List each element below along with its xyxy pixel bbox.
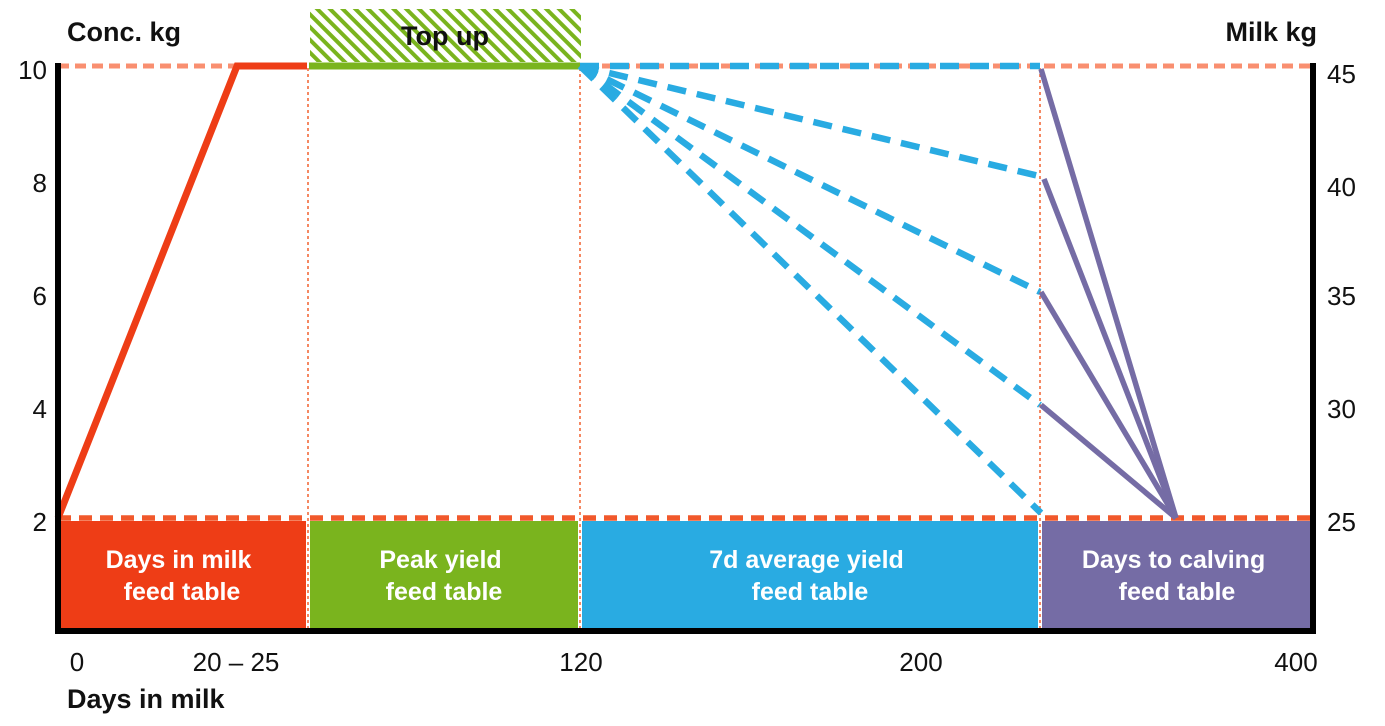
- right-tick-25: 25: [1327, 507, 1356, 537]
- band-days-in-milk: [58, 521, 306, 628]
- right-tick-45: 45: [1327, 59, 1356, 89]
- x-tick-0: 0: [70, 647, 84, 677]
- left-tick-6: 6: [33, 281, 47, 311]
- left-tick-8: 8: [33, 168, 47, 198]
- band-label-7d-average-yield: 7d average yield feed table: [709, 546, 911, 606]
- left-tick-2: 2: [33, 507, 47, 537]
- band-label-line: feed table: [124, 578, 241, 606]
- taper-line-from-40kg: [1041, 178, 1179, 519]
- band-days-to-calving: [1042, 521, 1313, 628]
- left-tick-4: 4: [33, 394, 47, 424]
- x-tick-20-25: 20 – 25: [193, 647, 280, 677]
- yield-line-30kg: [578, 63, 1042, 408]
- band-label-peak-yield: Peak yield feed table: [379, 546, 508, 606]
- right-tick-30: 30: [1327, 394, 1356, 424]
- x-tick-120: 120: [559, 647, 602, 677]
- band-7d-average-yield: [582, 521, 1038, 628]
- band-label-line: Peak yield: [379, 546, 501, 574]
- right-tick-40: 40: [1327, 172, 1356, 202]
- left-tick-10: 10: [18, 55, 47, 85]
- taper-line-from-35kg: [1038, 290, 1179, 520]
- band-label-line: feed table: [1119, 578, 1236, 606]
- band-label-line: Days to calving: [1082, 546, 1265, 574]
- yield-line-40kg: [579, 62, 1044, 181]
- band-label-line: feed table: [386, 578, 503, 606]
- taper-line-from-45kg: [1038, 68, 1179, 519]
- band-label-line: 7d average yield: [709, 546, 904, 574]
- x-axis-title: Days in milk: [67, 684, 226, 714]
- yield-line-35kg: [578, 63, 1042, 295]
- x-tick-200: 200: [899, 647, 942, 677]
- ramp-line-days-in-milk: [54, 62, 307, 520]
- right-tick-35: 35: [1327, 281, 1356, 311]
- top-up-label: Top up: [401, 21, 489, 51]
- top-up-hatch-zone: [310, 9, 581, 62]
- band-label-days-in-milk: Days in milk feed table: [106, 546, 259, 606]
- band-peak-yield: [310, 521, 578, 628]
- right-axis-title: Milk kg: [1225, 17, 1317, 47]
- left-axis-title: Conc. kg: [67, 17, 181, 47]
- band-label-line: Days in milk: [106, 546, 252, 574]
- band-label-days-to-calving: Days to calving feed table: [1082, 546, 1272, 606]
- yield-line-25kg: [577, 63, 1044, 516]
- x-tick-400: 400: [1274, 647, 1317, 677]
- band-label-line: feed table: [752, 578, 869, 606]
- taper-line-from-30kg: [1039, 402, 1178, 521]
